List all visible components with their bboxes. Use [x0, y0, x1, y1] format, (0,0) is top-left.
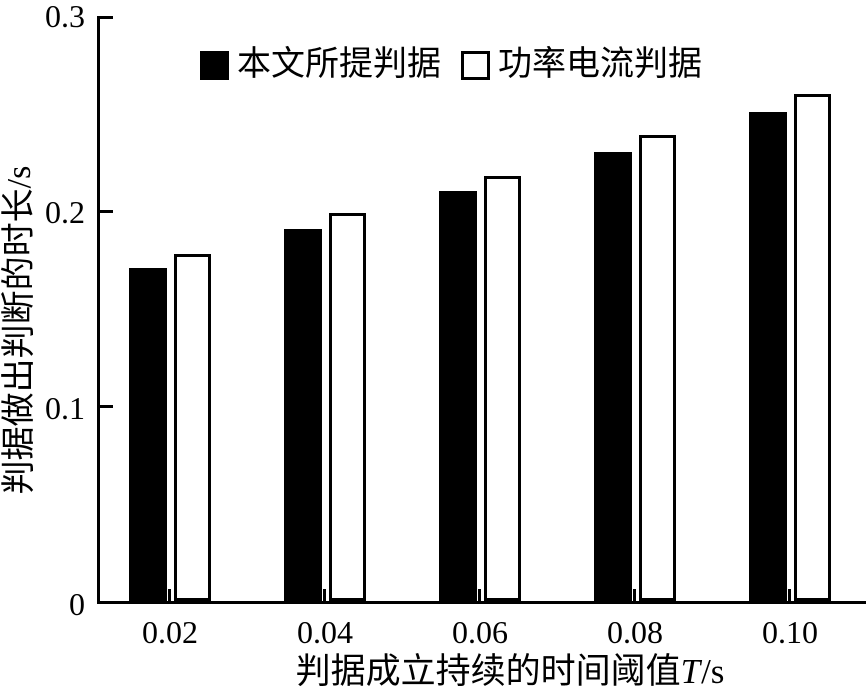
- filled-square-icon: [200, 50, 229, 80]
- bar-series2-0.10: [794, 94, 831, 601]
- legend-item-proposed-criterion: 本文所提判据: [200, 46, 441, 84]
- open-square-icon: [461, 50, 490, 80]
- x-tick-label-0-02: 0.02: [142, 614, 198, 650]
- bar-series2-0.02: [174, 254, 211, 601]
- x-tick-mark: [788, 589, 791, 601]
- x-tick-label-0-10: 0.10: [762, 614, 818, 650]
- legend-label-power-current-criterion: 功率电流判据: [498, 46, 702, 83]
- plot-area: 本文所提判据 功率电流判据: [97, 16, 866, 604]
- y-tick-mark: [100, 210, 113, 213]
- x-tick-label-0-08: 0.08: [607, 614, 663, 650]
- x-tick-mark: [168, 589, 171, 601]
- y-tick-label-0-3: 0.3: [45, 0, 85, 34]
- bar-series1-0.06: [439, 191, 477, 601]
- x-tick-mark: [323, 589, 326, 601]
- x-tick-label-0-06: 0.06: [452, 614, 508, 650]
- bar-series2-0.08: [639, 135, 676, 601]
- legend: 本文所提判据 功率电流判据: [200, 46, 702, 84]
- legend-label-proposed-criterion: 本文所提判据: [237, 46, 441, 83]
- x-axis-title-unit: /s: [701, 652, 725, 691]
- legend-item-power-current-criterion: 功率电流判据: [461, 46, 702, 84]
- bar-series1-0.08: [594, 152, 632, 601]
- x-tick-label-0-04: 0.04: [297, 614, 353, 650]
- x-axis-title-variable: T: [680, 652, 701, 691]
- bar-series1-0.04: [284, 229, 322, 601]
- y-tick-label-0-1: 0.1: [45, 390, 85, 426]
- x-axis-title-text: 判据成立持续的时间阈值: [295, 652, 681, 691]
- y-tick-mark: [100, 405, 113, 408]
- bar-series1-0.02: [129, 268, 167, 601]
- bar-series1-0.10: [749, 112, 787, 601]
- x-axis-title: 判据成立持续的时间阈值T/s: [296, 652, 725, 692]
- x-tick-mark: [633, 589, 636, 601]
- x-tick-mark: [478, 589, 481, 601]
- y-tick-label-0-2: 0.2: [45, 194, 85, 230]
- bar-series2-0.06: [484, 176, 521, 601]
- bar-series2-0.04: [329, 213, 366, 601]
- y-tick-mark: [100, 16, 113, 19]
- y-tick-label-0: 0: [69, 586, 85, 622]
